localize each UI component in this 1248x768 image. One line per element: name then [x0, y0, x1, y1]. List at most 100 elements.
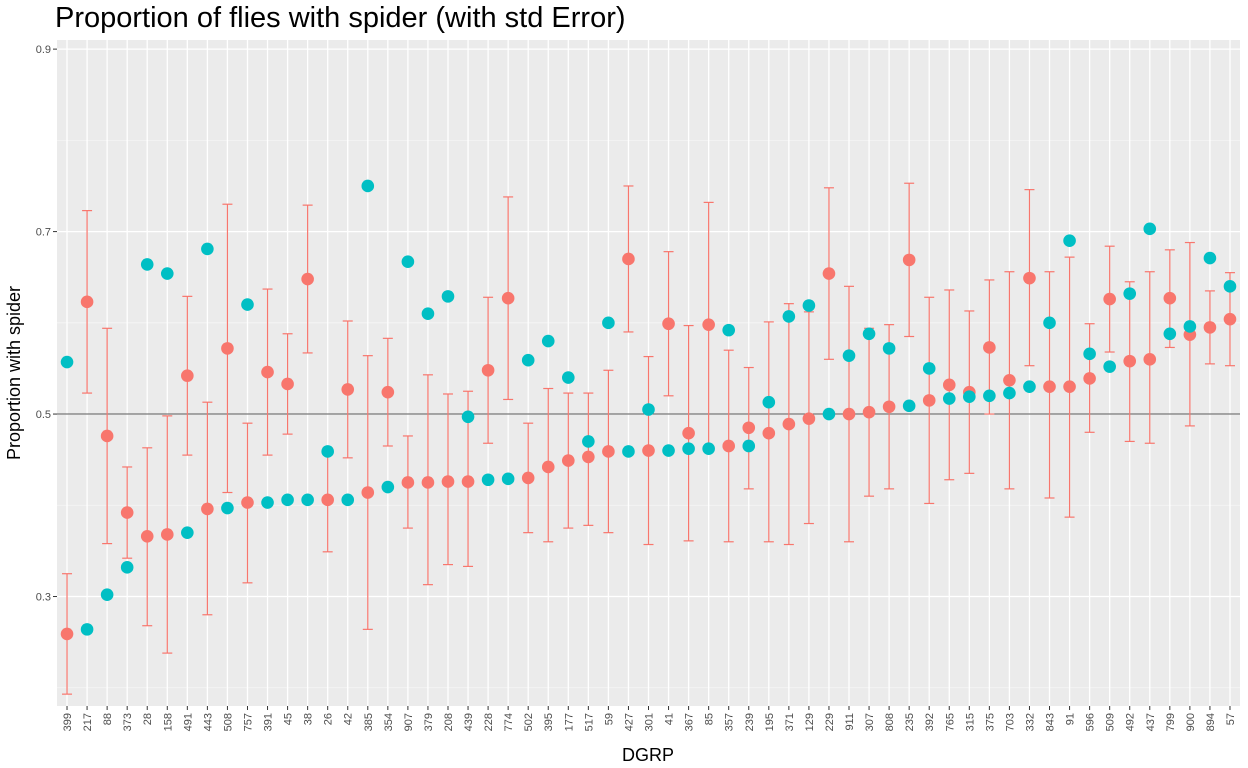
data-point	[401, 476, 415, 489]
data-point	[60, 627, 74, 641]
y-tick-label: 0.9	[36, 44, 51, 56]
data-point	[1163, 291, 1177, 305]
data-point	[521, 353, 535, 367]
data-point	[80, 295, 94, 309]
data-point	[561, 371, 575, 384]
x-tick-label: 57	[1225, 713, 1237, 725]
data-point	[160, 528, 174, 541]
data-point	[1223, 312, 1237, 326]
x-tick-label: 45	[283, 713, 295, 725]
data-point	[140, 258, 154, 271]
data-point	[942, 392, 956, 405]
data-point	[702, 318, 715, 331]
x-tick-label: 492	[1125, 713, 1137, 731]
y-tick-label: 0.3	[36, 592, 51, 604]
x-tick-label: 229	[824, 713, 836, 731]
data-point	[140, 530, 154, 543]
data-point	[682, 442, 695, 456]
data-point	[221, 342, 234, 355]
x-tick-label: 373	[122, 713, 134, 731]
y-axis-title: Proportion with spider	[4, 286, 24, 460]
data-point	[541, 460, 555, 474]
x-tick-label: 437	[1145, 713, 1157, 731]
data-point	[722, 439, 736, 453]
data-point	[842, 349, 856, 362]
data-point	[221, 501, 234, 515]
x-tick-label: 508	[222, 713, 234, 731]
data-point	[922, 362, 936, 375]
x-tick-label: 843	[1045, 713, 1057, 731]
x-tick-label: 907	[403, 713, 415, 731]
data-point	[341, 383, 355, 396]
x-tick-label: 491	[182, 713, 194, 731]
x-tick-label: 195	[764, 713, 776, 731]
data-point	[802, 412, 816, 425]
data-point	[582, 450, 595, 464]
x-tick-label: 26	[323, 713, 335, 725]
data-point	[1023, 271, 1036, 285]
data-point	[1023, 380, 1036, 393]
x-tick-label: 757	[242, 713, 254, 731]
x-tick-label: 301	[644, 713, 656, 731]
data-point	[1043, 380, 1056, 393]
x-tick-label: 315	[964, 713, 976, 731]
data-point	[261, 496, 274, 509]
x-tick-label: 42	[343, 713, 355, 725]
data-point	[822, 267, 836, 280]
data-point	[963, 390, 976, 404]
data-point	[762, 426, 776, 440]
data-point	[1143, 353, 1157, 366]
x-tick-label: 129	[804, 713, 816, 731]
data-point	[401, 255, 415, 268]
x-tick-label: 911	[844, 713, 856, 731]
x-tick-label: 799	[1165, 713, 1177, 731]
x-tick-label: 808	[884, 713, 896, 731]
x-tick-label: 332	[1024, 713, 1036, 731]
chart-title: Proportion of flies with spider (with st…	[55, 2, 626, 34]
data-point	[301, 493, 314, 507]
data-point	[181, 369, 194, 383]
data-point	[80, 623, 94, 636]
data-point	[201, 502, 214, 516]
data-point	[702, 442, 715, 456]
data-point	[742, 439, 756, 453]
x-tick-label: 158	[162, 713, 174, 731]
data-point	[1223, 280, 1237, 293]
data-point	[1003, 373, 1016, 387]
x-tick-label: 354	[383, 713, 395, 731]
data-point	[802, 299, 816, 312]
x-tick-label: 439	[463, 713, 475, 731]
data-point	[1203, 251, 1217, 265]
data-point	[722, 323, 736, 337]
x-tick-label: 208	[443, 713, 455, 731]
data-point	[662, 317, 675, 331]
data-point	[1203, 321, 1217, 334]
x-tick-label: 235	[904, 713, 916, 731]
y-axis-ticks: 0.3 0.5 0.7 0.9	[36, 44, 57, 604]
data-point	[381, 385, 395, 399]
data-point	[762, 395, 776, 409]
x-tick-label: 765	[944, 713, 956, 731]
x-tick-label: 900	[1185, 713, 1197, 731]
data-point	[1123, 287, 1137, 300]
x-tick-label: 509	[1105, 713, 1117, 731]
x-tick-label: 399	[62, 713, 74, 731]
data-point	[241, 496, 254, 509]
data-point	[481, 473, 495, 487]
data-point	[461, 410, 475, 424]
data-point	[261, 365, 274, 379]
x-tick-label: 217	[82, 713, 94, 731]
data-point	[602, 316, 615, 330]
data-point	[1103, 292, 1116, 306]
data-point	[281, 377, 294, 391]
x-tick-label: 379	[423, 713, 435, 731]
x-tick-label: 395	[543, 713, 555, 731]
x-tick-label: 177	[563, 713, 575, 731]
data-point	[1183, 320, 1197, 333]
data-point	[100, 429, 114, 443]
data-point	[561, 454, 575, 467]
data-point	[160, 267, 174, 280]
data-point	[501, 472, 515, 486]
x-tick-label: 371	[784, 713, 796, 731]
data-point	[201, 242, 214, 256]
